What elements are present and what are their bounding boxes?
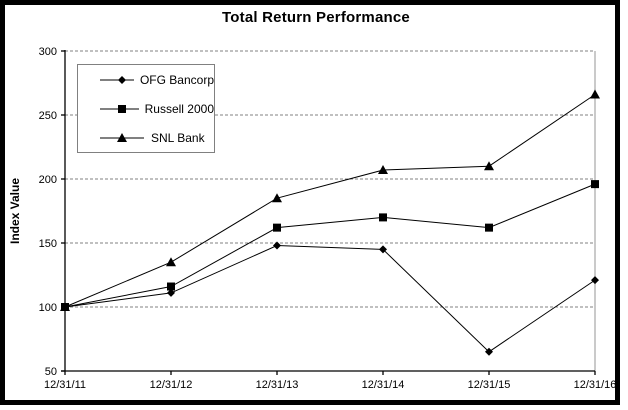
legend-label: OFG Bancorp [139,72,214,87]
chart-title: Total Return Performance [222,9,410,26]
triangle-marker [378,165,388,175]
series-russell-2000 [61,180,599,311]
diamond-marker [167,288,175,297]
y-tick-label: 150 [39,238,57,250]
legend-label: Russell 2000 [144,101,214,116]
series-snl-bank [60,89,600,311]
series-line-russell-2000 [64,183,596,308]
square-marker [118,104,126,113]
y-tick-label: 250 [39,110,57,122]
triangle-marker [166,257,176,267]
diamond-marker [273,241,281,250]
triangle-marker [117,132,127,142]
legend-item-ofg-bancorp: OFG Bancorp [99,73,214,87]
y-tick-label: 100 [39,302,57,314]
legend-item-russell-2000: Russell 2000 [99,102,214,116]
legend-item-snl-bank: SNL Bank [99,131,214,145]
y-tick-label: 300 [39,46,57,58]
x-tick-label: 12/31/15 [468,379,511,391]
square-marker [485,223,493,232]
square-marker [591,180,599,189]
diamond-marker [118,75,126,84]
x-tick-label: 12/31/12 [150,379,193,391]
square-marker [167,282,175,291]
x-tick-label: 12/31/11 [44,379,86,391]
y-tick-label: 200 [39,174,57,186]
triangle-marker [60,302,70,311]
square-marker [273,223,281,232]
x-tick-label: 12/31/13 [256,379,299,391]
triangle-marker [484,161,494,171]
y-tick-label: 50 [45,366,57,378]
legend: OFG Bancorp Russell 2000 SNL Bank [77,64,215,153]
legend-label: SNL Bank [151,130,205,145]
series-line-snl-bank [64,94,596,308]
x-tick-label: 12/31/16 [574,379,617,391]
square-marker [379,213,387,222]
diamond-marker [485,347,493,356]
x-tick-label: 12/31/14 [362,379,405,391]
triangle-legend-marker-icon [100,132,144,142]
diamond-marker [379,245,387,254]
series-ofg-bancorp [61,241,599,356]
diamond-legend-marker-icon [100,75,134,84]
series-line-ofg-bancorp [64,245,596,353]
square-legend-marker-icon [100,104,139,113]
triangle-marker [272,193,282,203]
triangle-marker [590,89,600,99]
diamond-marker [591,276,599,285]
